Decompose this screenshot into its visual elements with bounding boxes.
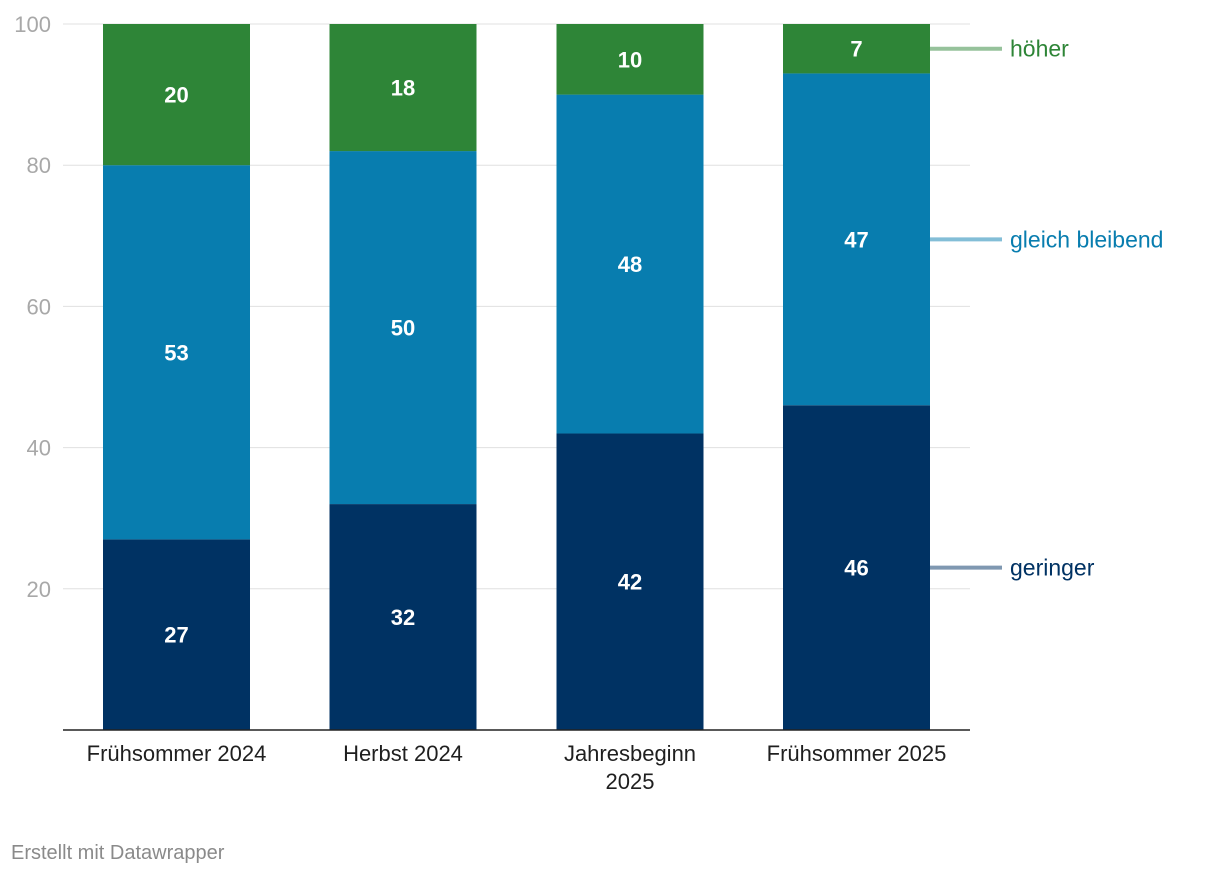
x-tick-label: Herbst 2024 bbox=[343, 741, 463, 766]
y-axis: 20 40 60 80 100 bbox=[14, 12, 51, 602]
data-label: 20 bbox=[164, 83, 188, 108]
x-tick-line: Jahresbeginn bbox=[564, 741, 696, 766]
legend: geringer gleich bleibend höher bbox=[930, 36, 1163, 581]
y-tick-label: 40 bbox=[27, 436, 51, 461]
data-label: 50 bbox=[391, 316, 415, 341]
x-tick-line: Herbst 2024 bbox=[343, 741, 463, 766]
x-tick-line: 2025 bbox=[606, 769, 655, 794]
bar-segment bbox=[329, 504, 477, 730]
bar-segment bbox=[556, 94, 704, 434]
legend-label: höher bbox=[1010, 36, 1069, 62]
y-tick-label: 20 bbox=[27, 577, 51, 602]
bar-segment bbox=[783, 73, 930, 406]
bar-segment bbox=[556, 24, 704, 95]
bar-segment bbox=[103, 165, 250, 540]
bar-segment bbox=[329, 151, 477, 505]
legend-label: geringer bbox=[1010, 555, 1095, 581]
x-tick-line: Frühsommer 2025 bbox=[767, 741, 947, 766]
x-axis: Frühsommer 2024 Herbst 2024 Jahresbeginn 20… bbox=[87, 741, 947, 794]
x-tick-label: Frühsommer 2024 bbox=[87, 741, 267, 766]
data-label: 10 bbox=[618, 47, 642, 72]
data-label: 18 bbox=[391, 76, 415, 101]
data-label: 7 bbox=[850, 37, 862, 62]
bar-segment bbox=[103, 539, 250, 730]
bar-segment bbox=[556, 433, 704, 730]
y-tick-label: 80 bbox=[27, 153, 51, 178]
legend-label: gleich bleibend bbox=[1010, 226, 1163, 252]
data-label: 27 bbox=[164, 623, 188, 648]
bar-segment bbox=[783, 24, 930, 74]
bar-segment bbox=[103, 24, 250, 166]
footer-credit[interactable]: Erstellt mit Datawrapper bbox=[11, 842, 225, 864]
bar-segment bbox=[329, 24, 477, 152]
bars: 27 53 20 32 50 18 42 48 10 46 47 7 bbox=[103, 24, 930, 730]
bar-segment bbox=[783, 405, 930, 730]
data-label: 32 bbox=[391, 605, 415, 630]
data-label: 46 bbox=[844, 556, 868, 581]
data-label: 47 bbox=[844, 227, 868, 252]
y-tick-label: 60 bbox=[27, 294, 51, 319]
x-tick-label: Jahresbeginn 2025 bbox=[564, 741, 696, 794]
data-label: 48 bbox=[618, 252, 642, 277]
data-label: 42 bbox=[618, 570, 642, 595]
x-tick-label: Frühsommer 2025 bbox=[767, 741, 947, 766]
y-tick-label: 100 bbox=[14, 12, 51, 37]
x-tick-line: Frühsommer 2024 bbox=[87, 741, 267, 766]
data-label: 53 bbox=[164, 340, 188, 365]
